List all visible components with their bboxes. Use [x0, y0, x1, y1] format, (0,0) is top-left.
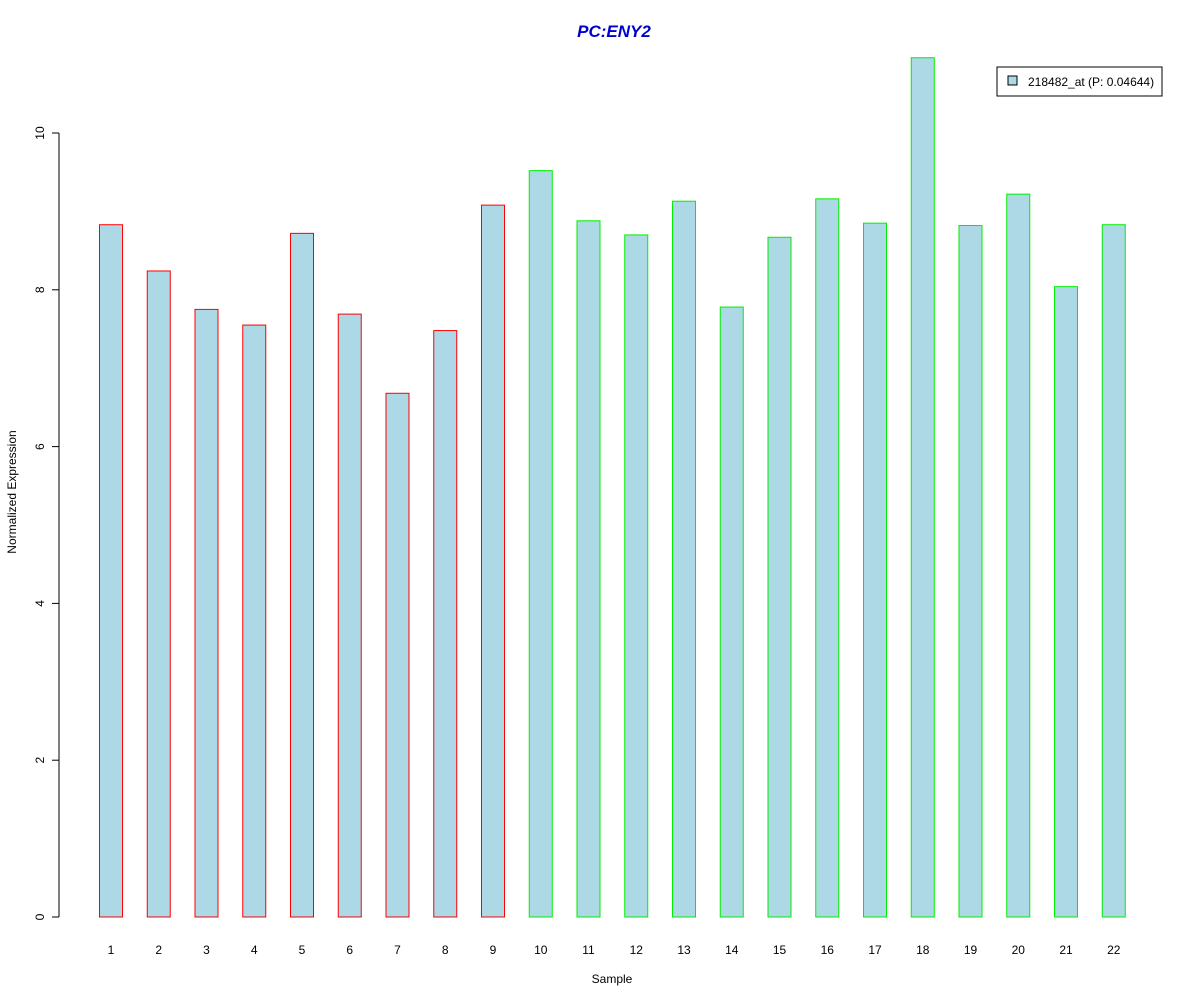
bar-sample-22 [1101, 224, 1126, 918]
bar-sample-18 [910, 57, 935, 918]
bar-sample-19 [958, 225, 983, 918]
x-tick-label: 19 [964, 943, 978, 957]
x-tick-label: 18 [916, 943, 930, 957]
y-tick-label: 4 [33, 600, 47, 607]
x-tick-label: 20 [1012, 943, 1026, 957]
x-tick-label: 22 [1107, 943, 1121, 957]
bar-sample-21 [1054, 286, 1078, 918]
bars [99, 57, 1126, 918]
x-tick-label: 13 [677, 943, 691, 957]
x-tick-label: 17 [868, 943, 882, 957]
x-tick-label: 8 [442, 943, 449, 957]
bar-sample-7 [385, 392, 410, 918]
x-tick-label: 7 [394, 943, 401, 957]
y-axis: 0 2 4 6 8 10 [33, 126, 60, 920]
y-axis-label: Normalized Expression [5, 430, 19, 553]
bar-sample-15 [767, 236, 792, 918]
x-tick-label: 6 [346, 943, 353, 957]
x-tick-label: 10 [534, 943, 548, 957]
x-tick-label: 15 [773, 943, 787, 957]
x-tick-label: 3 [203, 943, 210, 957]
bar-sample-9 [481, 204, 505, 918]
legend-label: 218482_at (P: 0.04644) [1028, 75, 1154, 89]
legend: 218482_at (P: 0.04644) [996, 66, 1163, 97]
bar-sample-2 [146, 270, 171, 918]
bar-sample-13 [672, 200, 696, 918]
bar-sample-1 [99, 224, 123, 918]
x-tick-label: 9 [490, 943, 497, 957]
bar-sample-6 [337, 313, 362, 918]
bar-sample-14 [719, 306, 744, 918]
chart-title: PC:ENY2 [577, 22, 651, 41]
bar-sample-20 [1006, 193, 1031, 918]
legend-swatch [1007, 75, 1018, 86]
x-tick-label: 5 [299, 943, 306, 957]
bar-sample-16 [815, 198, 840, 918]
x-tick-label: 21 [1059, 943, 1073, 957]
legend-box [996, 66, 1163, 97]
x-tick-label: 4 [251, 943, 258, 957]
x-axis-label: Sample [592, 972, 633, 986]
y-tick-label: 0 [33, 913, 47, 920]
y-tick-label: 8 [33, 286, 47, 293]
bar-sample-4 [242, 324, 267, 918]
bar-sample-8 [433, 330, 458, 918]
bar-sample-10 [528, 170, 553, 918]
x-tick-label: 14 [725, 943, 739, 957]
y-tick-label: 10 [33, 126, 47, 140]
bar-sample-17 [863, 222, 887, 918]
y-tick-label: 6 [33, 443, 47, 450]
x-tick-label: 16 [821, 943, 835, 957]
bar-sample-11 [576, 220, 601, 918]
x-tick-label: 12 [630, 943, 644, 957]
x-tick-labels: 1 2 3 4 5 6 7 8 9 10 11 12 13 14 15 16 17 18 19 20 21 22 [108, 943, 1121, 957]
y-tick-label: 2 [33, 757, 47, 764]
bar-sample-3 [194, 308, 219, 918]
x-tick-label: 1 [108, 943, 115, 957]
bar-sample-5 [290, 232, 314, 918]
x-tick-label: 2 [155, 943, 162, 957]
x-tick-label: 11 [582, 943, 595, 957]
bar-sample-12 [624, 234, 649, 918]
